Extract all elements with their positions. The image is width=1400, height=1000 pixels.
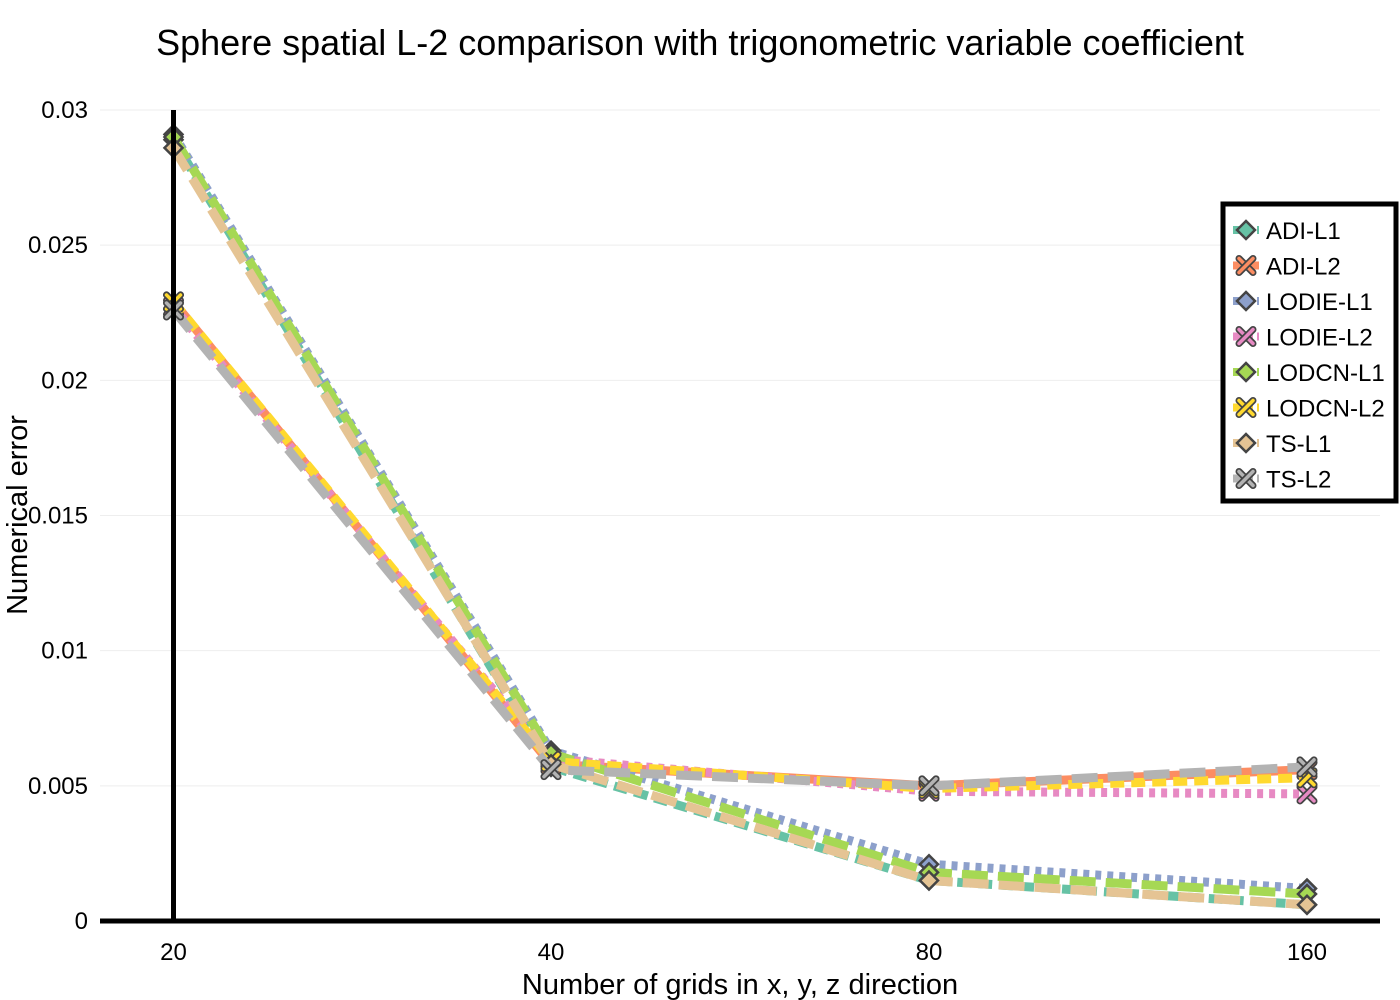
y-tick-label: 0.01	[41, 638, 88, 665]
x-axis-ticks: 20 40 80 160	[160, 939, 1327, 966]
legend-swatch-marker	[1235, 219, 1257, 241]
y-tick-label: 0.015	[28, 503, 88, 530]
series-line	[169, 134, 1308, 899]
data-point-marker	[1296, 894, 1318, 916]
data-point-marker	[1296, 783, 1318, 805]
series-line	[169, 131, 1308, 894]
legend-label: TS-L2	[1266, 467, 1331, 494]
legend-swatch-marker	[1235, 255, 1257, 276]
data-point-marker	[918, 869, 940, 892]
series-line	[170, 307, 1308, 791]
legend-label: LODIE-L2	[1266, 325, 1373, 352]
series-adi-l2	[163, 291, 1318, 797]
x-tick-label: 40	[538, 939, 565, 966]
y-axis-title: Numerical error	[2, 415, 34, 615]
legend-label: LODCN-L1	[1266, 360, 1385, 387]
series-lodie-l2	[163, 296, 1318, 805]
series-line	[170, 304, 1308, 799]
legend-item: TS-L2	[1233, 467, 1331, 494]
legend-item: LODCN-L2	[1233, 396, 1385, 423]
legend-swatch-marker	[1235, 326, 1257, 347]
legend-item: TS-L1	[1233, 431, 1331, 458]
legend-label: TS-L1	[1266, 431, 1331, 458]
x-tick-label: 80	[916, 939, 943, 966]
legend-item: ADI-L2	[1233, 254, 1341, 281]
legend-swatch-marker	[1235, 290, 1257, 312]
series-ts-l1	[162, 137, 1318, 916]
series-lines	[162, 123, 1318, 916]
series-lodcn-l2	[163, 291, 1318, 800]
series-ts-l2	[163, 299, 1318, 797]
legend-swatch-marker	[1235, 468, 1257, 489]
legend-swatch-marker	[1235, 361, 1257, 383]
y-axis-ticks: 0 0.005 0.01 0.015 0.02 0.025 0.03	[28, 97, 88, 935]
y-tick-label: 0.03	[41, 97, 88, 124]
legend-box	[1220, 201, 1399, 504]
data-point-marker	[918, 775, 940, 797]
y-tick-label: 0.025	[28, 232, 88, 259]
series-adi-l1	[162, 128, 1318, 916]
legend-swatch-marker	[1235, 397, 1257, 418]
legend-item: LODCN-L1	[1233, 360, 1385, 387]
x-axis-title: Number of grids in x, y, z direction	[522, 969, 958, 1000]
series-line	[169, 145, 1308, 910]
data-point-marker	[1296, 756, 1318, 778]
legend-swatch-marker	[1235, 432, 1257, 454]
legend-item: LODIE-L2	[1233, 325, 1373, 352]
series-line	[170, 299, 1308, 794]
legend-label: ADI-L2	[1266, 254, 1341, 281]
y-tick-label: 0	[75, 908, 88, 935]
x-tick-label: 20	[160, 939, 187, 966]
legend-label: LODIE-L1	[1266, 289, 1373, 316]
legend: ADI-L1 ADI-L2 LODIE-L1 LODIE-L2 LODCN-L1 LODC…	[1220, 201, 1399, 504]
legend-label: LODCN-L2	[1266, 396, 1385, 423]
y-tick-label: 0.005	[28, 773, 88, 800]
y-tick-label: 0.02	[41, 367, 88, 394]
chart-title: Sphere spatial L-2 comparison with trigo…	[156, 22, 1244, 63]
legend-item: LODIE-L1	[1233, 289, 1373, 316]
series-line	[170, 299, 1308, 791]
legend-item: ADI-L1	[1233, 218, 1341, 245]
x-tick-label: 160	[1287, 939, 1327, 966]
data-point-marker	[540, 759, 562, 781]
legend-label: ADI-L1	[1266, 218, 1341, 245]
